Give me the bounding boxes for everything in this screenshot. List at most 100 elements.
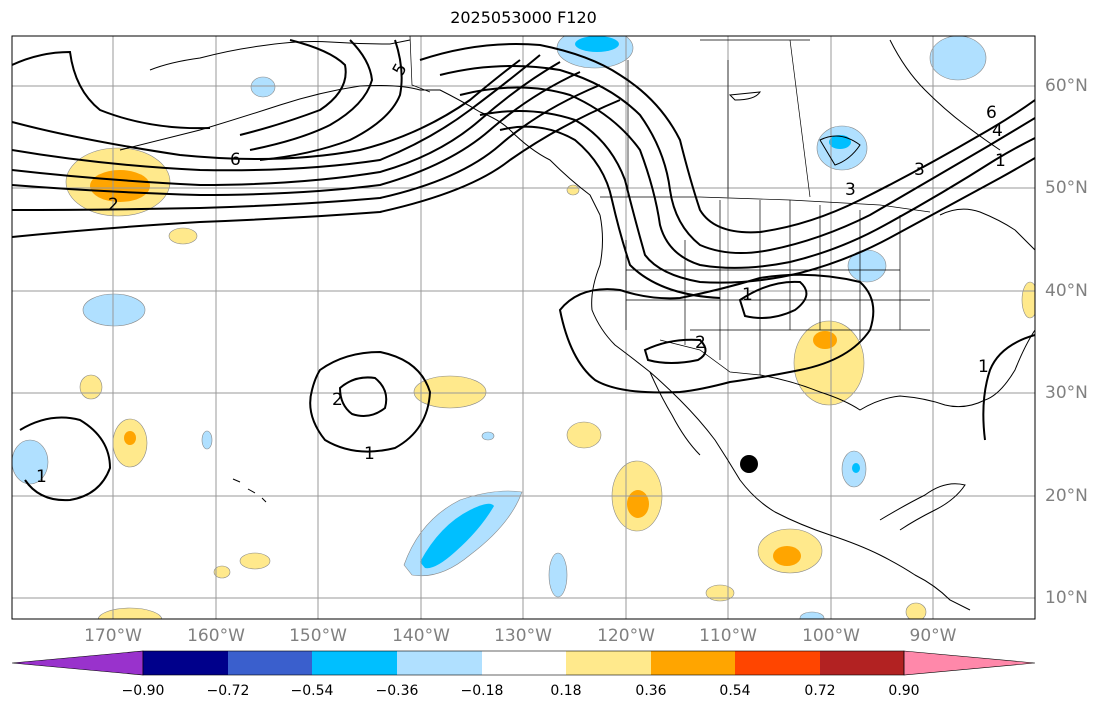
anomaly-positive-core [813, 331, 837, 349]
coastline-great-lakes [939, 208, 1035, 251]
colorbar [11, 650, 1036, 676]
colorbar-tick-label: −0.72 [206, 683, 250, 699]
location-marker [740, 455, 758, 473]
contour-trough-1 [419, 43, 1035, 234]
colorbar-tick-label: 0.36 [635, 683, 667, 699]
map-frame [11, 35, 1036, 620]
political-borders [409, 36, 931, 376]
anomaly-negative [799, 611, 825, 619]
lat-label: 10°N [1045, 588, 1088, 608]
contour-label: 2 [695, 333, 706, 353]
contour-west-4 [259, 39, 403, 161]
contour-ridge-outer [558, 273, 875, 394]
anomaly-negative [201, 430, 213, 450]
colorbar-segment [820, 651, 904, 675]
anomaly-positive [566, 184, 580, 196]
anomaly-positive [239, 552, 271, 570]
contour-label: 1 [742, 285, 753, 305]
anomaly-positive [905, 602, 927, 619]
contour-label: 6 [986, 103, 997, 123]
coastline-alaska-aleutians [119, 85, 601, 216]
contour-label: 1 [36, 467, 47, 487]
anomaly-negative-trough-core [420, 503, 494, 569]
lon-label: 120°W [597, 626, 655, 646]
contour-west-pacific-low [19, 416, 112, 502]
anomaly-positive [213, 565, 231, 579]
contour-west-2 [239, 39, 347, 136]
lat-label: 30°N [1045, 383, 1088, 403]
anomaly-negative [481, 431, 495, 441]
coastline-hudson [889, 39, 1001, 151]
anomaly-negative [82, 293, 146, 327]
anomaly-positive [413, 375, 487, 409]
colorbar-segment [228, 651, 312, 675]
contour-cutoff-2 [643, 338, 707, 364]
colorbar-tick-label: 0.54 [719, 683, 751, 699]
colorbar-min-arrow [11, 650, 144, 676]
lat-label: 40°N [1045, 281, 1088, 301]
contour-trough-3 [459, 86, 1035, 269]
colorbar-segment [312, 651, 397, 675]
coastline-alaska-north [149, 39, 411, 71]
contour-pacific-low-1 [309, 350, 432, 453]
contour-aleutian-1 [12, 99, 621, 238]
island-hawaii [232, 478, 267, 503]
lon-label: 170°W [84, 626, 142, 646]
lon-label: 150°W [289, 626, 347, 646]
contour-aleutian-6 [12, 59, 521, 160]
contour-west-3 [249, 39, 374, 151]
anomaly-positive [79, 374, 103, 400]
colorbar-segment [735, 651, 820, 675]
colorbar-tick-label: 0.72 [804, 683, 836, 699]
coastline-yucatan [879, 483, 966, 531]
colorbar-tick-label: −0.36 [375, 683, 419, 699]
contour-aleutian-5 [12, 54, 541, 172]
colorbar-segment [651, 651, 735, 675]
contour-west-1 [12, 50, 211, 130]
contour-pacific-low-2 [338, 376, 388, 417]
anomaly-negative-core [829, 135, 851, 149]
lat-label: 60°N [1045, 76, 1088, 96]
contour-low-1 [738, 280, 808, 319]
contour-trough-5 [499, 125, 721, 299]
colorbar-tick-label: 0.18 [550, 683, 582, 699]
colorbar-segment [482, 651, 566, 675]
border-us-mexico [659, 339, 761, 376]
coastline-west-coast [591, 214, 971, 611]
anomaly-positive [97, 607, 163, 619]
contour-label: 3 [845, 180, 856, 200]
border-states-2 [626, 269, 930, 331]
colorbar-max-arrow [903, 650, 1036, 676]
border-canada-provinces [627, 39, 811, 198]
contour-east-1 [982, 334, 1035, 441]
anomaly-positive-core [124, 431, 136, 445]
colorbar-frame [142, 650, 905, 676]
lat-label: 20°N [1045, 486, 1088, 506]
contour-trough-2 [439, 65, 1035, 254]
contour-label: 1 [978, 357, 989, 377]
anomaly-positive [793, 320, 865, 406]
colorbar-tick-label: 0.90 [888, 683, 920, 699]
island-alaska-small [728, 91, 761, 101]
contour-label: 6 [230, 150, 241, 170]
lat-label: 50°N [1045, 178, 1088, 198]
colorbar-tick-label: −0.54 [290, 683, 334, 699]
colorbar-tick-label: −0.90 [121, 683, 165, 699]
graticule [12, 36, 1035, 619]
anomaly-negative [548, 552, 568, 598]
border-alaska-canada [409, 36, 431, 93]
anomaly-positive [168, 227, 198, 245]
lon-label: 100°W [802, 626, 860, 646]
coastline-canada-islands [819, 135, 861, 166]
anomaly-negative [250, 76, 276, 98]
contour-label: 2 [332, 390, 343, 410]
anomaly-positive [705, 584, 735, 602]
anomaly-negative-core [575, 36, 619, 52]
contour-aleutian-3 [12, 71, 581, 197]
anomaly-positive-aleutian-core [90, 170, 150, 202]
coastlines [119, 39, 1035, 611]
contour-label: 3 [914, 160, 925, 180]
anomaly-positive [566, 421, 602, 449]
lon-label: 90°W [909, 626, 957, 646]
contour-trough-4 [479, 110, 1035, 284]
